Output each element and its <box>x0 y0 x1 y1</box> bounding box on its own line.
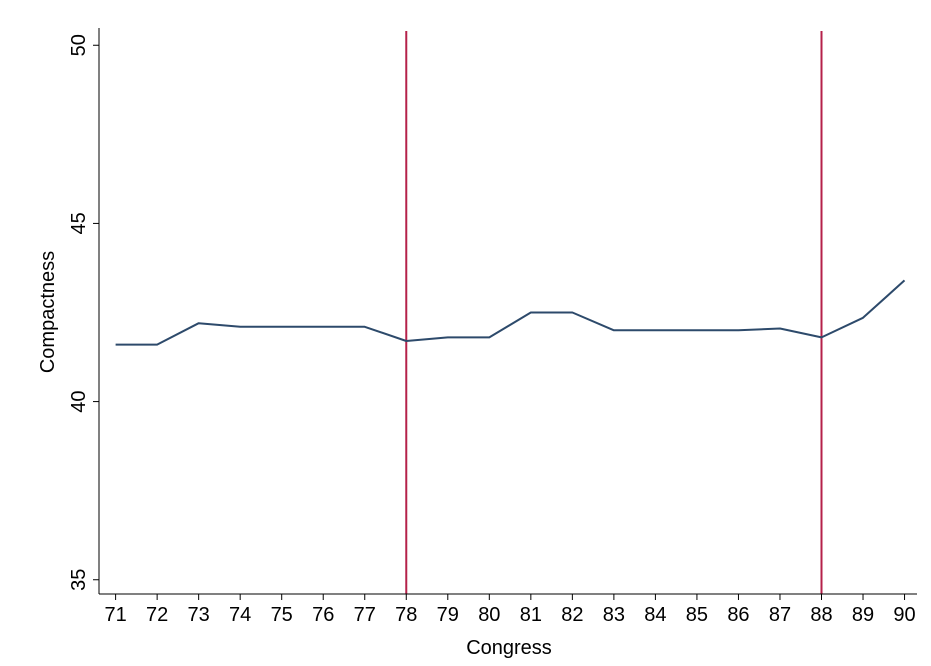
x-tick-label: 89 <box>852 604 874 626</box>
x-tick-label: 85 <box>686 604 708 626</box>
x-tick-label: 75 <box>271 604 293 626</box>
y-tick-label: 40 <box>68 390 90 412</box>
y-tick-label: 45 <box>68 212 90 234</box>
x-tick-label: 81 <box>520 604 542 626</box>
x-tick-label: 73 <box>188 604 210 626</box>
x-tick-label: 87 <box>769 604 791 626</box>
x-tick-label: 88 <box>810 604 832 626</box>
x-tick-label: 72 <box>146 604 168 626</box>
series-line <box>115 279 906 346</box>
x-tick-label: 74 <box>229 604 251 626</box>
x-tick-label: 80 <box>478 604 500 626</box>
x-axis-title: Congress <box>466 637 552 659</box>
x-tick-label: 86 <box>727 604 749 626</box>
x-tick-label: 71 <box>104 604 126 626</box>
reference-lines <box>405 31 823 594</box>
x-tick-label: 83 <box>603 604 625 626</box>
x-tick-label: 90 <box>893 604 915 626</box>
y-axis-title: Compactness <box>37 251 59 373</box>
series-layer <box>115 279 906 346</box>
x-tick-label: 76 <box>312 604 334 626</box>
y-tick-label: 35 <box>68 569 90 591</box>
x-tick-label: 82 <box>561 604 583 626</box>
y-tick-label: 50 <box>68 34 90 56</box>
x-tick-label: 79 <box>437 604 459 626</box>
x-tick-label: 78 <box>395 604 417 626</box>
x-tick-label: 84 <box>644 604 666 626</box>
x-tick-label: 77 <box>354 604 376 626</box>
axes: 35 40 45 50 71 72 73 74 75 76 77 78 79 80 81 82 83 84 85 86… <box>68 28 917 626</box>
